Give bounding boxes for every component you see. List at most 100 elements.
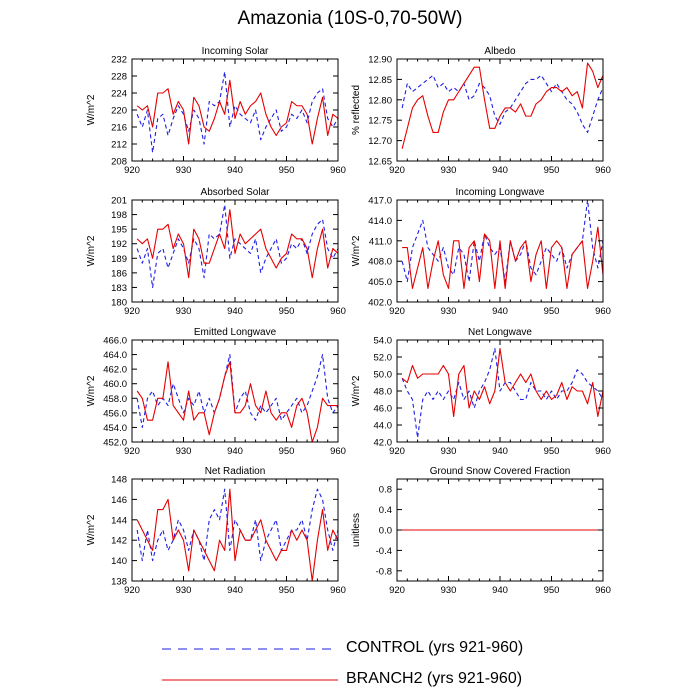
y-axis-label: W/m^2 (86, 94, 97, 125)
x-tick-label: 960 (330, 446, 346, 457)
x-tick-label: 940 (227, 165, 243, 176)
y-axis-label: unitless (351, 513, 362, 547)
panel-title: Incoming Solar (202, 46, 269, 57)
y-tick-label: 216 (111, 123, 127, 134)
y-tick-label: 402.0 (368, 298, 392, 309)
y-tick-label: 12.85 (368, 75, 392, 86)
main-title: Amazonia (10S-0,70-50W) (237, 8, 463, 29)
x-tick-label: 940 (227, 585, 243, 596)
y-tick-label: 144 (111, 515, 127, 526)
x-tick-label: 930 (176, 306, 192, 317)
series-line-branch2 (136, 488, 339, 582)
y-tick-label: 208 (111, 157, 127, 168)
x-tick-label: 960 (330, 585, 346, 596)
x-tick-label: 930 (176, 585, 192, 596)
x-tick-label: 930 (441, 585, 457, 596)
x-tick-label: 950 (544, 585, 560, 596)
y-tick-label: 220 (111, 106, 127, 117)
y-tick-label: 464.0 (103, 350, 127, 361)
y-tick-label: 52.0 (374, 353, 393, 364)
plot-frame (396, 58, 604, 162)
series-line-branch2 (401, 347, 604, 418)
y-tick-label: 46.0 (374, 404, 393, 415)
x-tick-label: 930 (176, 446, 192, 457)
x-tick-label: 960 (330, 165, 346, 176)
x-tick-label: 950 (544, 446, 560, 457)
legend-control: CONTROL (yrs 921-960) (160, 636, 580, 660)
y-tick-label: 42.0 (374, 438, 393, 449)
x-tick-label: 940 (492, 585, 508, 596)
y-tick-label: 142 (111, 536, 127, 547)
legend-branch: BRANCH2 (yrs 921-960) (160, 667, 580, 691)
y-tick-label: 232 (111, 55, 127, 66)
x-tick-label: 940 (227, 306, 243, 317)
chart-panel-6: Net Longwave W/m^2 920 930 940 950 960 42.0 44.0… (351, 327, 611, 457)
y-tick-label: 189 (111, 254, 127, 265)
x-tick-label: 930 (441, 446, 457, 457)
x-tick-label: 950 (279, 306, 295, 317)
x-tick-label: 920 (389, 446, 405, 457)
y-tick-label: 12.80 (368, 95, 392, 106)
y-tick-label: 414.0 (368, 216, 392, 227)
panel-title: Absorbed Solar (201, 187, 271, 198)
chart-panel-7: Net Radiation W/m^2 920 930 940 950 960 138 140 1… (86, 466, 346, 596)
series-line-branch2 (136, 79, 339, 145)
y-tick-label: 54.0 (374, 336, 393, 347)
series-line-control (136, 204, 339, 288)
y-tick-label: 48.0 (374, 387, 393, 398)
y-axis-label: W/m^2 (351, 375, 362, 406)
y-tick-label: 458.0 (103, 394, 127, 405)
x-tick-label: 950 (279, 446, 295, 457)
x-tick-label: 940 (227, 446, 243, 457)
x-tick-label: 940 (492, 306, 508, 317)
y-tick-label: 462.0 (103, 365, 127, 376)
series-line-control (401, 74, 604, 133)
chart-panel-1: Incoming Solar W/m^2 920 930 940 950 960 208 212… (86, 46, 346, 176)
panel-title: Net Longwave (468, 327, 532, 338)
y-axis-label: W/m^2 (351, 235, 362, 266)
y-tick-label: 12.90 (368, 55, 392, 66)
y-tick-label: 405.0 (368, 277, 392, 288)
y-tick-label: 44.0 (374, 421, 393, 432)
x-tick-label: 920 (124, 306, 140, 317)
series-line-control (136, 488, 339, 562)
y-tick-label: 12.75 (368, 116, 392, 127)
x-tick-label: 960 (330, 306, 346, 317)
y-tick-label: 140 (111, 556, 127, 567)
series-line-control (401, 199, 604, 283)
y-tick-label: -0.8 (376, 566, 392, 577)
x-tick-label: 920 (124, 165, 140, 176)
y-tick-label: 454.0 (103, 423, 127, 434)
plot-frame (131, 58, 339, 162)
y-axis-label: W/m^2 (86, 235, 97, 266)
plot-frame (131, 339, 339, 443)
y-tick-label: 183 (111, 283, 127, 294)
series-line-control (136, 354, 339, 428)
y-tick-label: 12.65 (368, 157, 392, 168)
series-line-branch2 (136, 209, 339, 279)
legend-control-line (162, 648, 338, 650)
legend-branch-line (162, 679, 338, 681)
figure-panels: Incoming Solar W/m^2 920 930 940 950 960 208 212… (86, 46, 611, 596)
y-tick-label: -0.4 (376, 546, 392, 557)
x-tick-label: 950 (279, 165, 295, 176)
y-tick-label: 466.0 (103, 336, 127, 347)
y-tick-label: 452.0 (103, 438, 127, 449)
x-tick-label: 920 (124, 446, 140, 457)
y-tick-label: 460.0 (103, 379, 127, 390)
y-axis-label: W/m^2 (86, 514, 97, 545)
series-line-branch2 (401, 62, 604, 149)
chart-panel-8: Ground Snow Covered Fraction unitless 920 9… (351, 466, 611, 596)
chart-panel-3: Absorbed Solar W/m^2 920 930 940 950 960 180 183… (86, 187, 346, 317)
chart-panel-5: Emitted Longwave W/m^2 920 930 940 950 960 452.… (86, 327, 346, 457)
chart-panel-4: Incoming Longwave W/m^2 920 930 940 950 960 402… (351, 187, 611, 317)
x-tick-label: 920 (389, 306, 405, 317)
panel-title: Emitted Longwave (194, 327, 277, 338)
y-axis-label: W/m^2 (86, 375, 97, 406)
x-tick-label: 940 (492, 446, 508, 457)
legend-control-label: CONTROL (yrs 921-960) (346, 639, 524, 656)
y-tick-label: 195 (111, 225, 127, 236)
y-tick-label: 456.0 (103, 408, 127, 419)
y-tick-label: 198 (111, 210, 127, 221)
panel-title: Net Radiation (205, 466, 266, 477)
